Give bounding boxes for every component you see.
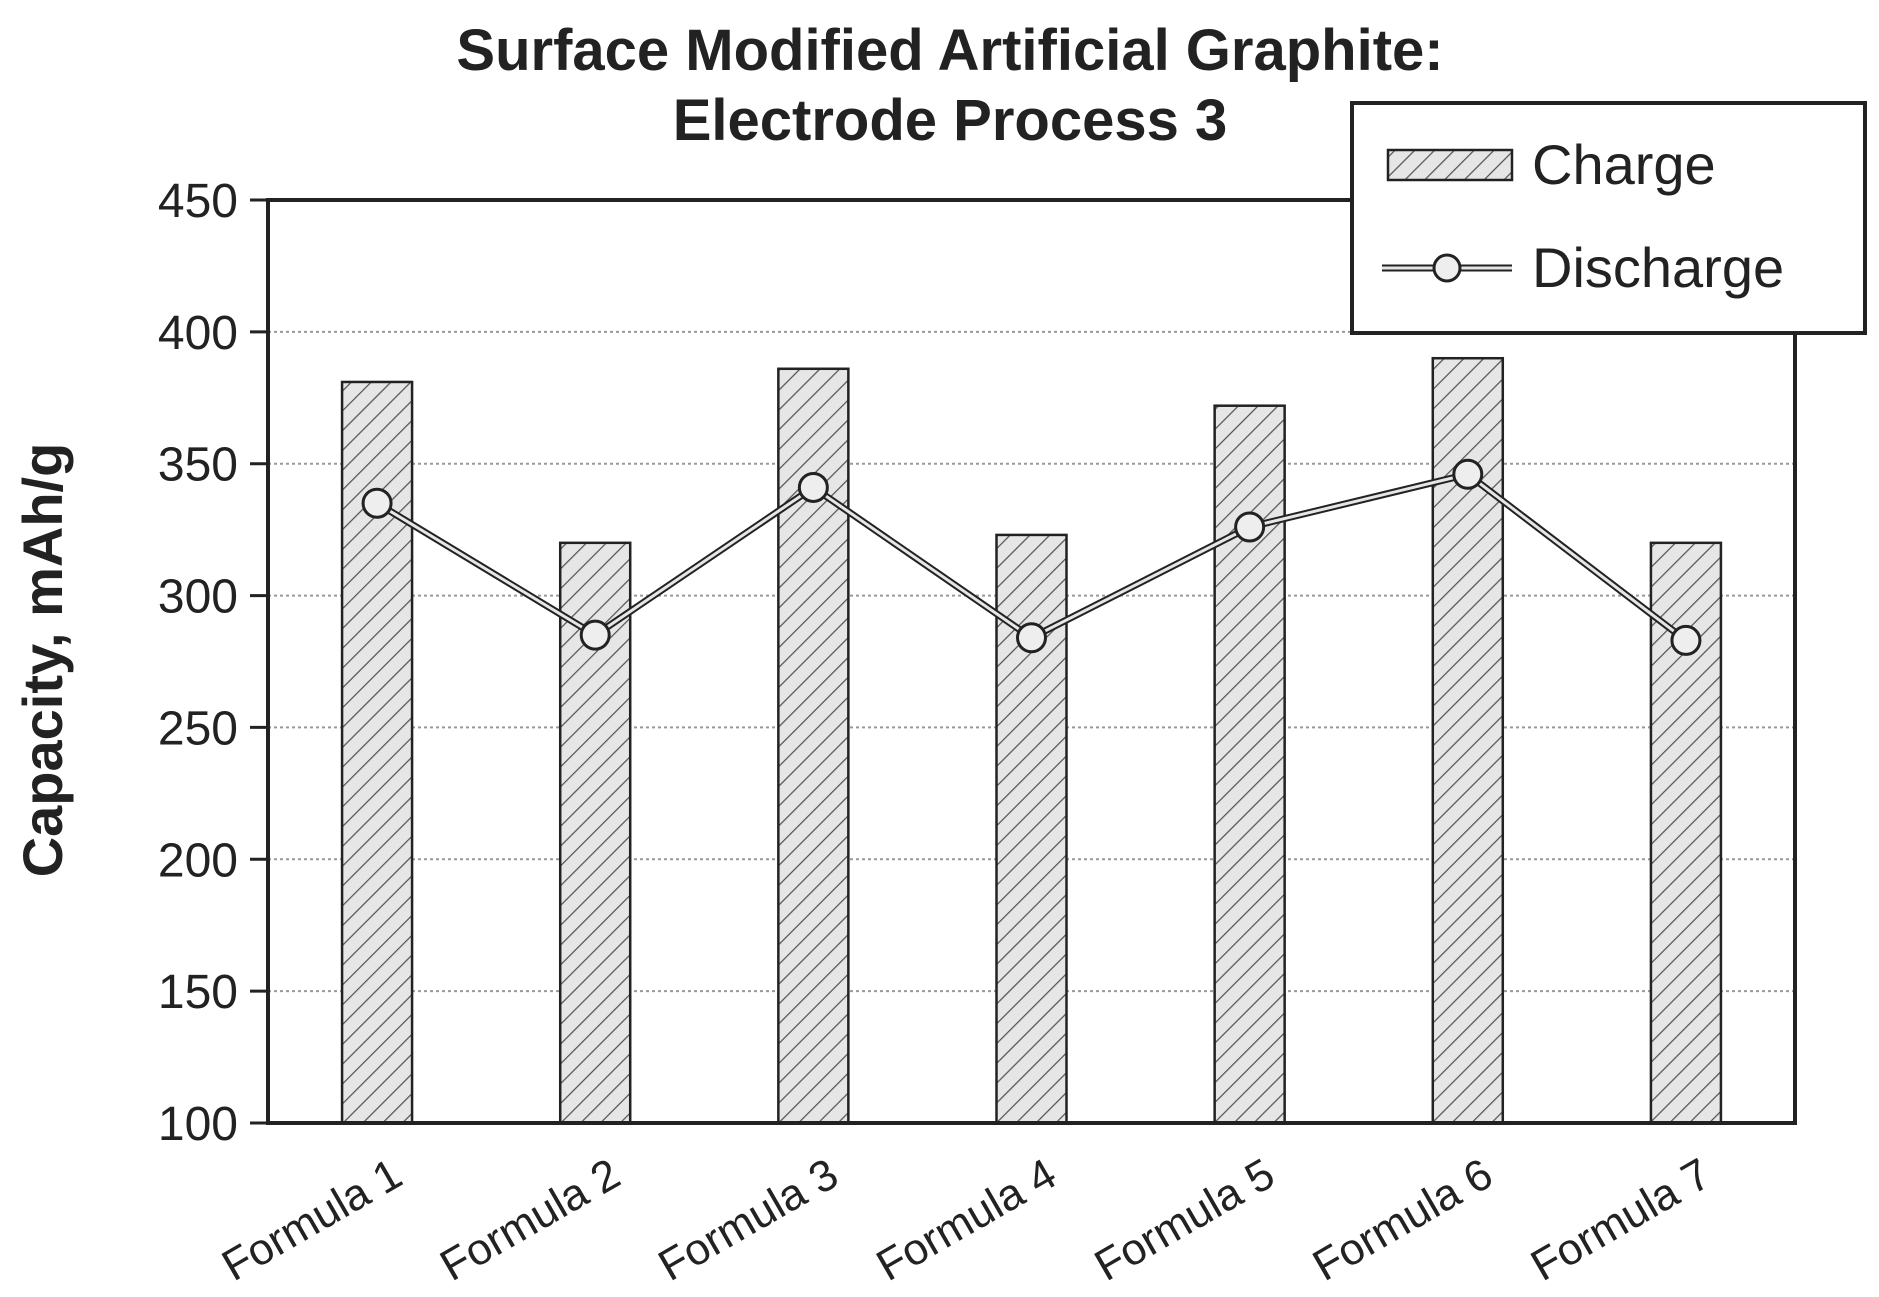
x-category-label-5: Formula 5 [1087,1149,1283,1290]
discharge-line [361,458,1702,656]
y-tick-label-350: 350 [158,439,238,492]
x-category-label-4: Formula 4 [868,1149,1064,1290]
y-tick-label-300: 300 [158,571,238,624]
x-category-label-6: Formula 6 [1305,1149,1501,1290]
y-tick-label-150: 150 [158,966,238,1019]
discharge-point-4 [1016,622,1047,654]
x-category-label-1: Formula 1 [214,1149,410,1290]
x-category-label-7: Formula 7 [1523,1149,1719,1290]
y-tick-label-100: 100 [158,1098,238,1151]
y-tick-label-450: 450 [158,175,238,228]
y-tick-label-400: 400 [158,307,238,360]
charge-bars [340,356,1723,1125]
chart-title-line-1: Surface Modified Artificial Graphite: [456,18,1443,83]
legend-discharge-marker [1432,253,1462,283]
legend-charge-label: Charge [1532,133,1716,196]
discharge-point-3 [797,471,829,503]
legend-discharge-label: Discharge [1532,236,1784,299]
x-category-label-2: Formula 2 [432,1149,628,1290]
x-category-label-3: Formula 3 [650,1149,846,1290]
x-axis-ticks: Formula 1 Formula 2 Formula 3 Formula 4 Form… [214,1149,1719,1290]
discharge-point-5 [1234,511,1266,543]
legend: Charge Discharge [1350,101,1867,335]
legend-box [1350,101,1867,335]
y-tick-label-200: 200 [158,834,238,887]
discharge-point-6 [1452,458,1484,490]
chart-title-line-2: Electrode Process 3 [673,88,1228,153]
y-tick-label-250: 250 [158,702,238,755]
discharge-point-1 [361,487,393,519]
y-axis-label: Capacity, mAh/g [11,443,74,878]
y-axis-ticks: 100 150 200 250 300 350 400 450 [158,175,268,1151]
discharge-point-2 [579,619,611,651]
legend-charge-swatch [1386,148,1514,182]
discharge-point-7 [1670,624,1702,656]
plot-frame [266,198,1797,1125]
